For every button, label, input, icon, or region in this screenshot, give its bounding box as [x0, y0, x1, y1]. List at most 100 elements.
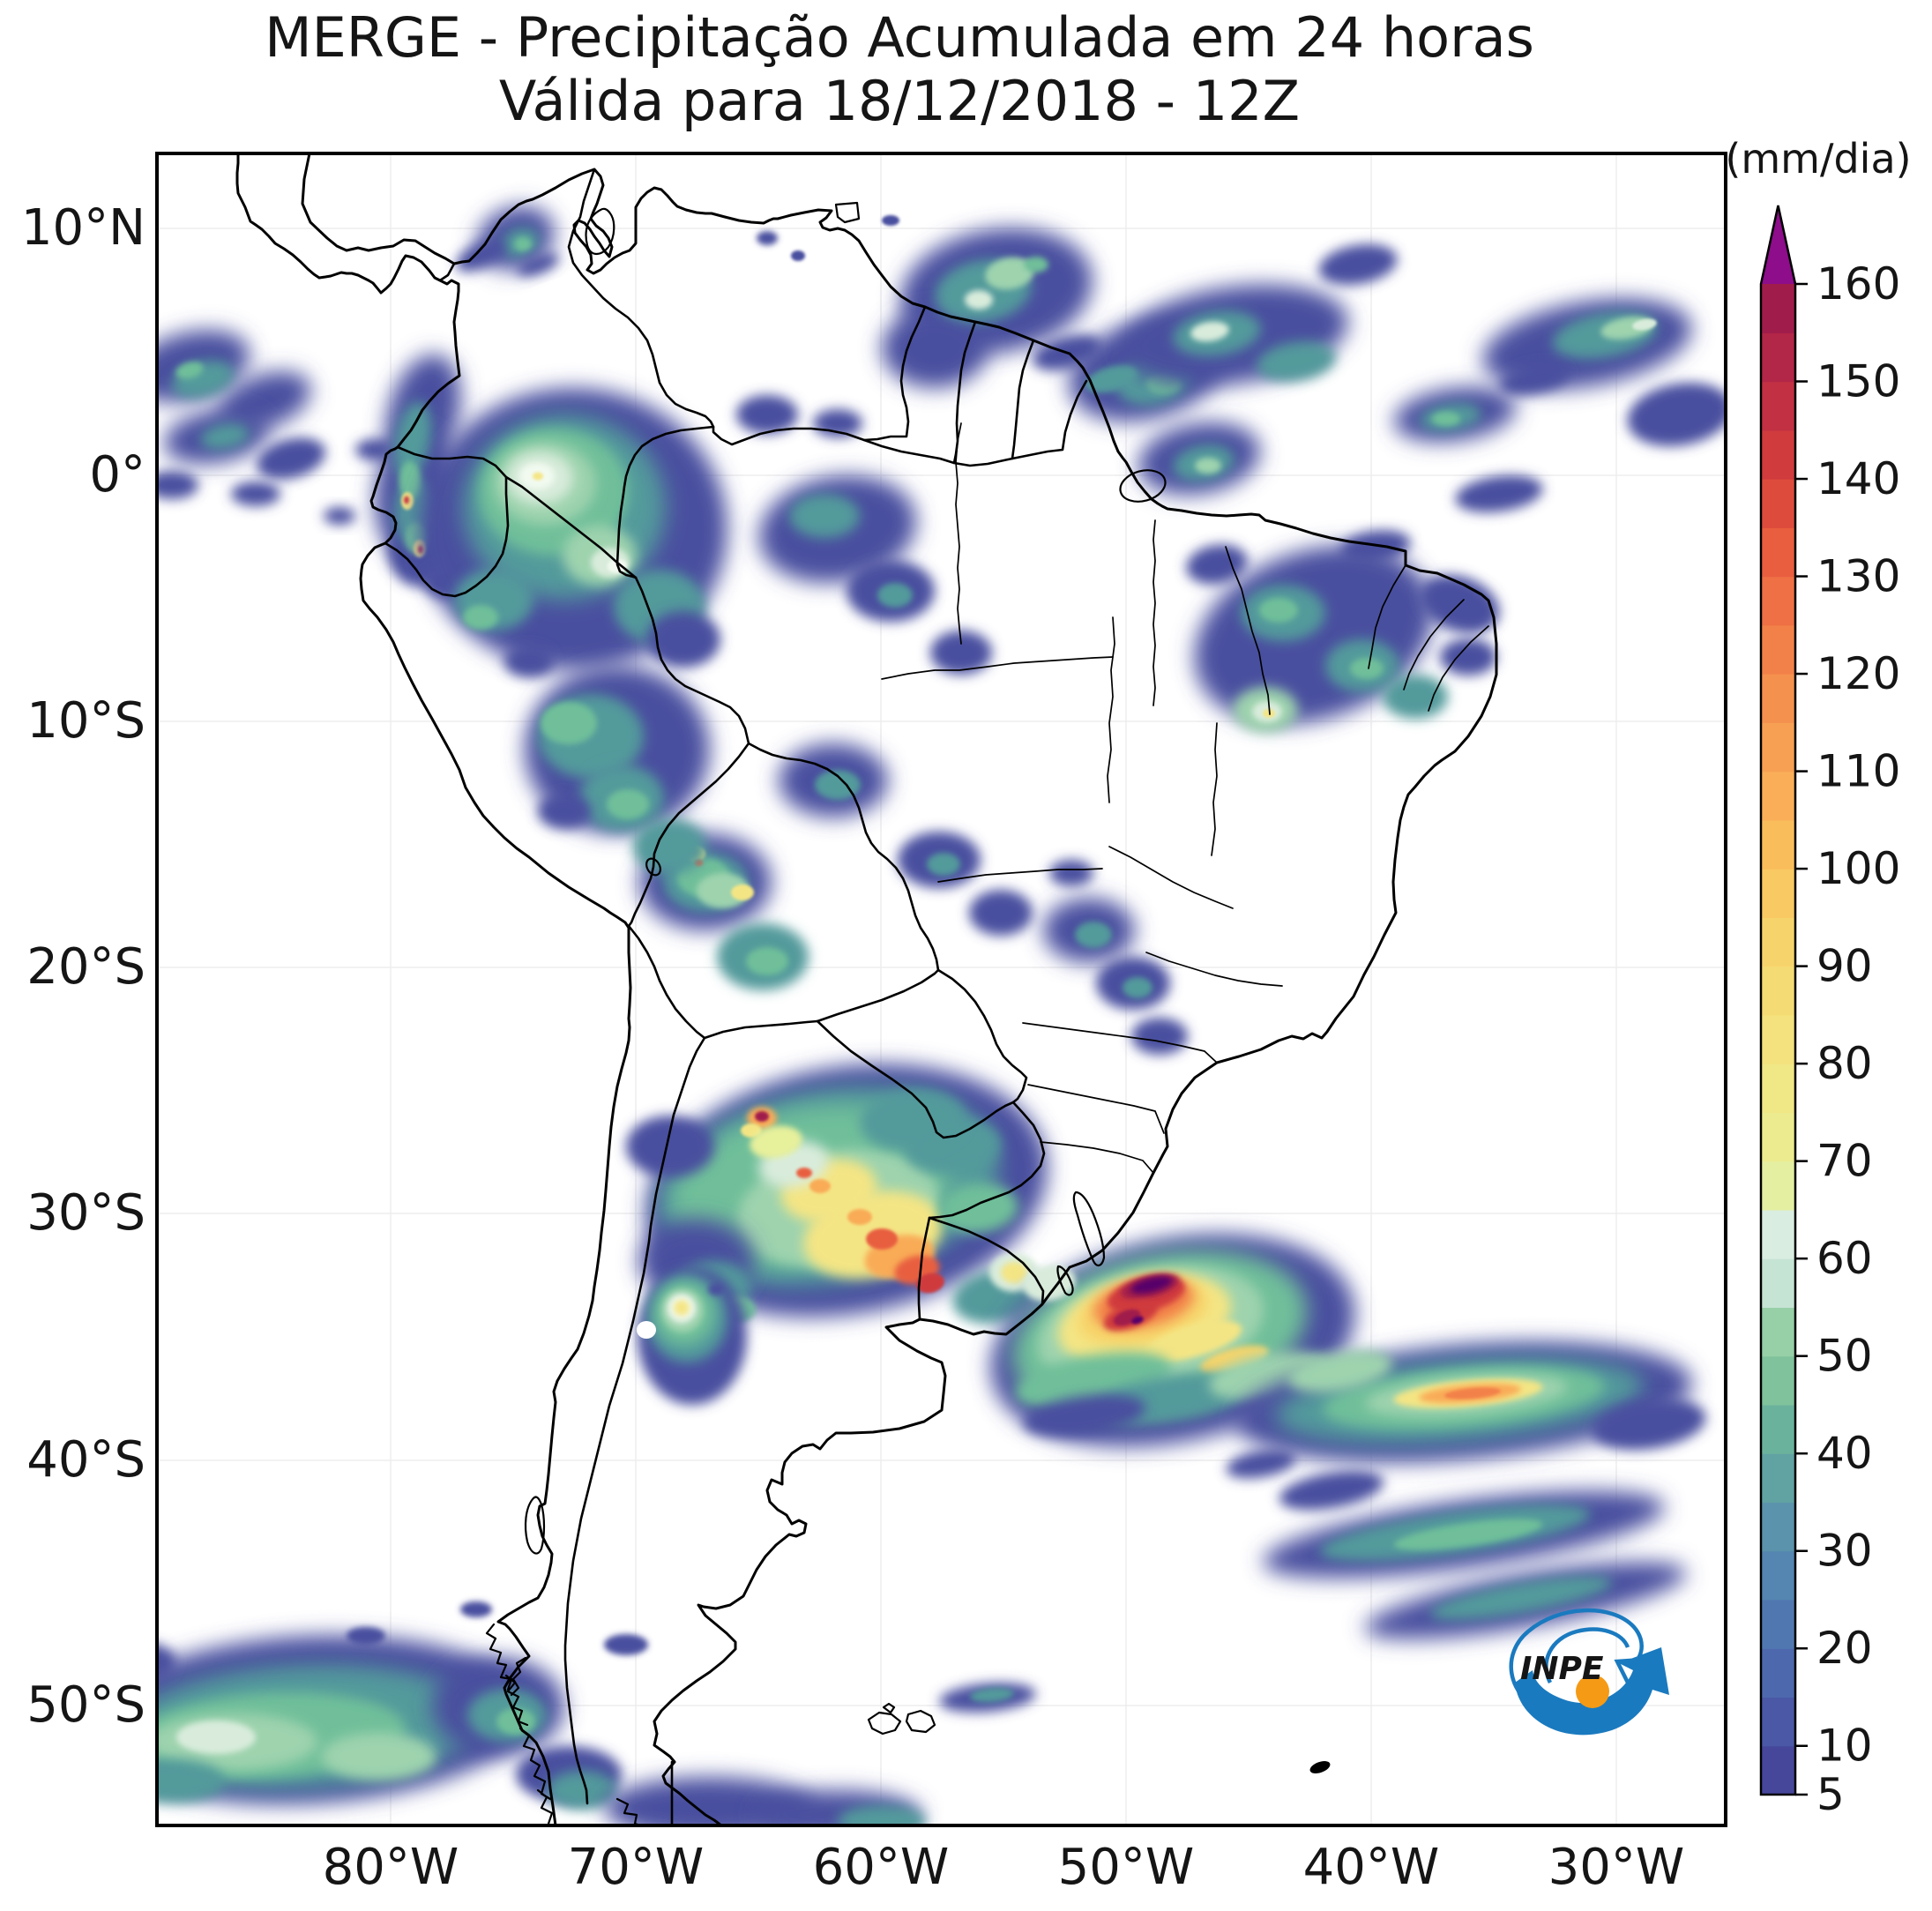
state-borders-brazil-1 [955, 422, 962, 645]
precip-cell [1279, 1470, 1384, 1511]
precip-cell [847, 1209, 872, 1225]
lon-label-50w: 50°W [1058, 1839, 1195, 1896]
colorbar-segment [1761, 1064, 1795, 1113]
inpe-logo: INPE [1509, 1608, 1669, 1736]
border-chile-bolivia [627, 924, 706, 1040]
colorbar-segment [1761, 1112, 1795, 1162]
precip-cell [1263, 709, 1275, 718]
colorbar: (mm/dia) 510 20 30 40 50 60 70 80 90 100 110 120 130… [1725, 135, 1911, 1820]
state-borders-brazil-8 [1211, 722, 1218, 856]
precip-cell [1440, 638, 1496, 676]
border-colombia-venezuela [567, 168, 715, 429]
colorbar-segment [1761, 1161, 1795, 1211]
precip-cell [1455, 475, 1543, 512]
lagoon-patos [1072, 1191, 1106, 1266]
colorbar-tick-label: 120 [1816, 648, 1900, 699]
colorbar-tick-label: 140 [1816, 453, 1900, 504]
precip-cell [1075, 922, 1112, 948]
precip-cell [517, 253, 559, 276]
precip-cell [1195, 458, 1221, 474]
state-borders-brazil-2 [1152, 519, 1156, 706]
precip-cell [157, 471, 198, 499]
precip-cell [347, 1627, 385, 1645]
lon-label-70w: 70°W [568, 1839, 705, 1896]
colorbar-tick-label: 160 [1816, 258, 1900, 310]
precip-cell [1190, 321, 1229, 342]
colorbar-segment [1761, 1307, 1795, 1357]
colorbar-segment [1761, 819, 1795, 870]
border-argentina-paraguay [816, 1019, 1015, 1139]
longitude-axis: 80°W 70°W 60°W 50°W 40°W 30°W [323, 1839, 1685, 1896]
precip-cell [157, 1644, 176, 1681]
precip-cell [1632, 318, 1657, 331]
precip-cell [504, 646, 554, 677]
border-argentina-brazil [928, 1101, 1046, 1220]
no-data-hole [637, 1321, 656, 1339]
precip-cell [1226, 1449, 1296, 1479]
precip-cell [175, 362, 204, 379]
precipitation-field [157, 205, 1726, 1825]
precip-cell [538, 794, 591, 829]
precip-cell [200, 423, 250, 450]
precip-cell [514, 237, 532, 251]
precip-cell [176, 1721, 256, 1754]
chart-title: MERGE - Precipitação Acumulada em 24 hor… [265, 5, 1534, 70]
precip-cell [1627, 382, 1726, 447]
state-borders-brazil-13 [1022, 1022, 1218, 1064]
colorbar-tick-label: 80 [1816, 1038, 1873, 1089]
precip-cell [1318, 243, 1398, 286]
precip-cell [1131, 1316, 1144, 1325]
island-south-atlantic [1309, 1761, 1331, 1773]
precip-cell [789, 494, 860, 538]
precip-cell [607, 789, 649, 819]
border-venezuela-guyana [862, 305, 927, 442]
border-bolivia-paraguay [816, 968, 940, 1023]
precip-cell [731, 885, 754, 900]
precip-cell [969, 890, 1033, 936]
precip-cell [877, 583, 913, 608]
state-borders-brazil-4 [1368, 564, 1406, 669]
colorbar-segment [1761, 381, 1795, 431]
precip-cell [1023, 1265, 1076, 1302]
colorbar-segment [1761, 917, 1795, 967]
lat-label-40s: 40°S [26, 1431, 145, 1489]
colorbar-segment [1761, 284, 1795, 333]
colorbar-tick-label: 20 [1816, 1623, 1873, 1674]
state-borders-brazil-9 [881, 656, 1114, 680]
precip-cell [456, 240, 505, 272]
islands-falkland [867, 1702, 936, 1736]
precip-cell [882, 215, 899, 226]
island-marajo [1119, 469, 1167, 503]
island-chiloe [524, 1496, 546, 1555]
colorbar-segment [1761, 1550, 1795, 1601]
logo-orbit-arrow-icon [1515, 1647, 1669, 1736]
logo-swirl-icon [1509, 1608, 1644, 1713]
precip-cell [541, 702, 597, 744]
colorbar-segment [1761, 332, 1795, 383]
precip-cell [985, 257, 1034, 290]
island-trinidad [834, 201, 861, 224]
colorbar-tick-label: 70 [1816, 1136, 1873, 1187]
state-borders-brazil-3 [1225, 546, 1271, 715]
border-argentina-uruguay [917, 1216, 931, 1321]
colorbar-segment [1761, 771, 1795, 821]
geography-layer [235, 153, 1498, 1825]
state-borders-brazil-14 [1027, 1084, 1165, 1134]
precip-cell [1592, 1398, 1706, 1451]
colorbar-segment [1761, 1599, 1795, 1649]
state-borders-brazil-11 [1108, 846, 1234, 909]
colorbar-segment [1761, 1697, 1795, 1747]
coastline-atlantic [301, 153, 1498, 1825]
colorbar-tick-label: 40 [1816, 1428, 1873, 1479]
colorbar-segment [1761, 1209, 1795, 1259]
precip-cell [746, 947, 788, 975]
colorbar-segment [1761, 1502, 1795, 1552]
precip-cell [791, 250, 805, 261]
fjords-chile-4 [536, 1788, 554, 1825]
colorbar-over-arrow [1761, 205, 1795, 284]
lat-label-10n: 10°N [21, 199, 145, 257]
precip-cell [930, 631, 992, 675]
border-chile-argentina [563, 1036, 706, 1805]
colorbar-tick-label: 100 [1816, 843, 1900, 894]
